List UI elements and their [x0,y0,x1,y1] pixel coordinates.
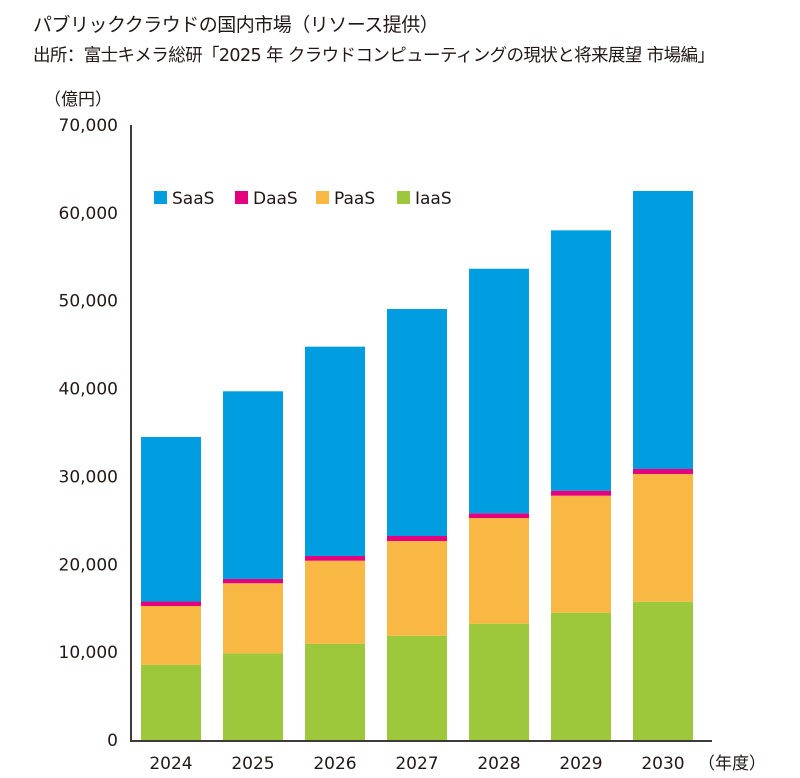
bar-segment-daas-2028 [469,513,529,518]
bar-segment-iaas-2024 [141,664,201,740]
y-tick-label: 40,000 [59,380,118,400]
legend-swatch [316,191,329,204]
legend-swatch [397,191,410,204]
x-tick-label: 2024 [149,754,192,774]
x-tick-label: 2025 [231,754,274,774]
bar-segment-iaas-2025 [223,653,283,740]
y-tick-label: 10,000 [59,643,118,663]
legend: SaaS DaaS PaaS IaaS [154,189,452,209]
bar-segment-daas-2026 [305,556,365,561]
bar-segment-saas-2026 [305,346,365,557]
bar-segment-paas-2026 [305,560,365,644]
bar-segment-iaas-2028 [469,623,529,740]
y-tick-labels: 0 10,000 20,000 30,000 40,000 50,000 60,000 70,… [59,116,118,751]
bar-segment-daas-2029 [551,490,611,496]
y-tick-label: 60,000 [59,204,118,224]
legend-label: DaaS [253,189,298,209]
bar-segment-daas-2030 [633,468,693,474]
y-tick-label: 50,000 [59,292,118,312]
bar-segment-saas-2028 [469,268,529,514]
x-tick-label: 2027 [395,754,438,774]
bar-segment-daas-2024 [141,601,201,607]
x-axis-unit-label: （年度） [698,754,766,774]
bars-group [141,190,693,740]
chart-title: パブリッククラウドの国内市場（リソース提供） [33,14,439,36]
bar-segment-paas-2030 [633,473,693,602]
bar-segment-iaas-2027 [387,635,447,740]
y-tick-label: 0 [107,731,118,751]
bar-segment-saas-2030 [633,190,693,469]
x-tick-label: 2026 [313,754,356,774]
bar-segment-iaas-2029 [551,612,611,740]
bar-segment-paas-2029 [551,495,611,613]
legend-swatch [154,191,167,204]
x-tick-label: 2028 [477,754,520,774]
legend-item-saas: SaaS [154,189,214,209]
bar-segment-iaas-2030 [633,601,693,740]
legend-swatch [235,191,248,204]
legend-item-daas: DaaS [235,189,298,209]
bar-segment-daas-2027 [387,535,447,542]
legend-label: IaaS [415,189,452,209]
bar-segment-saas-2029 [551,230,611,491]
legend-item-paas: PaaS [316,189,375,209]
bar-segment-paas-2027 [387,541,447,636]
bar-segment-paas-2025 [223,583,283,654]
bar-segment-saas-2027 [387,308,447,536]
y-axis-unit-label: （億円） [44,90,112,110]
x-tick-label: 2030 [641,754,684,774]
bar-segment-paas-2028 [469,517,529,624]
x-tick-labels: 2024 2025 2026 2027 2028 2029 2030 [149,754,684,774]
bar-segment-saas-2025 [223,391,283,579]
bar-segment-iaas-2026 [305,643,365,740]
y-tick-label: 20,000 [59,555,118,575]
x-tick-label: 2029 [559,754,602,774]
y-tick-label: 70,000 [59,116,118,136]
legend-label: SaaS [172,189,214,209]
legend-label: PaaS [334,189,375,209]
bar-segment-saas-2024 [141,436,201,602]
bar-segment-paas-2024 [141,606,201,665]
legend-item-iaas: IaaS [397,189,452,209]
chart-source: 出所：富士キメラ総研「2025 年 クラウドコンピューティングの現状と将来展望 … [33,46,715,66]
bar-segment-daas-2025 [223,578,283,584]
y-tick-label: 30,000 [59,467,118,487]
